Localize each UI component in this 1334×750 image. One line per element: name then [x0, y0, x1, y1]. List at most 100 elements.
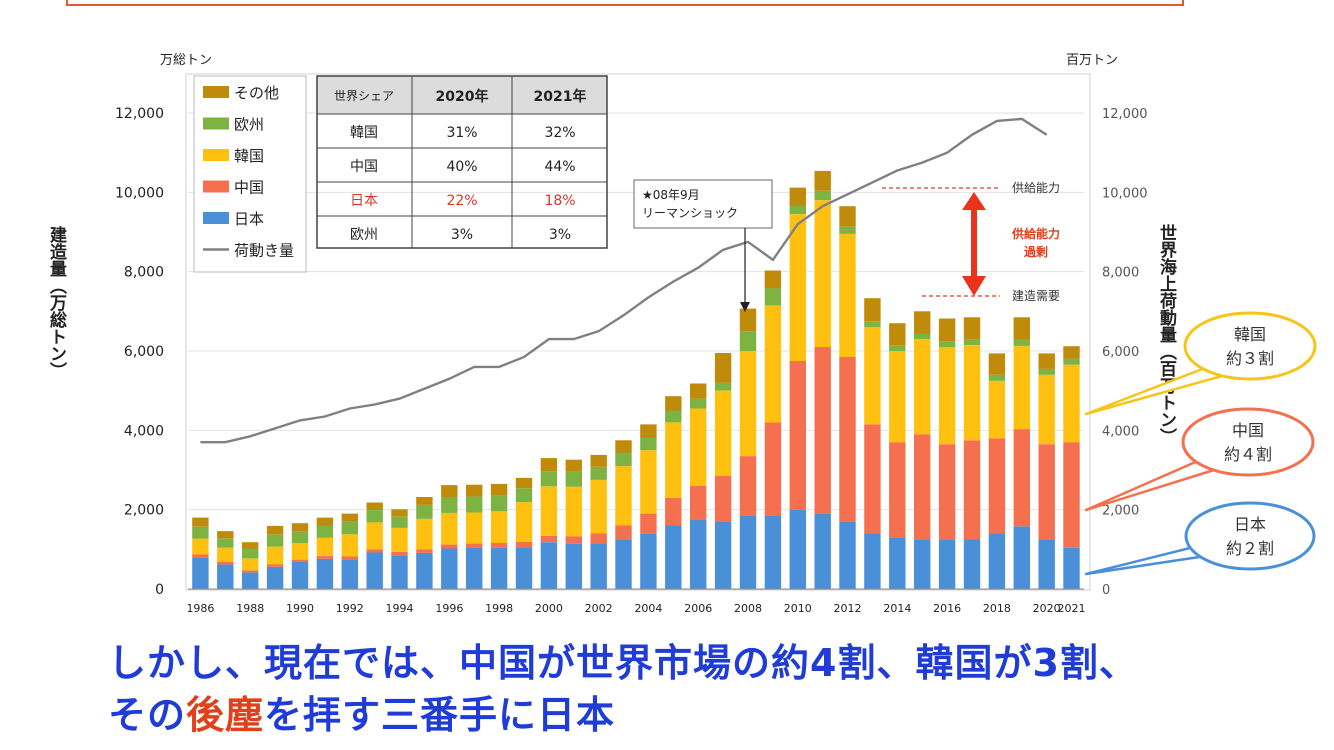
bar-segment: [988, 438, 1006, 534]
y-tick-label-right: 0: [1102, 583, 1110, 598]
callout-korea-1: 韓国: [1234, 325, 1266, 344]
bar-segment: [914, 311, 931, 334]
bar-segment: [192, 517, 209, 527]
y-tick-label-right: 2,000: [1102, 504, 1139, 519]
bar-segment: [839, 234, 856, 357]
bar-segment: [789, 205, 806, 215]
y-tick-label-right: 10,000: [1102, 186, 1148, 201]
y-tick-label-left: 6,000: [124, 344, 164, 360]
bar-segment: [490, 495, 508, 512]
up-arrow-icon: [962, 192, 986, 210]
bar-segment: [391, 555, 408, 589]
y-tick-label-left: 2,000: [124, 503, 164, 519]
table-header-2020: 2020年: [436, 88, 489, 105]
overcapacity-label-2: 過剰: [1023, 244, 1048, 259]
x-tick-label: 1998: [485, 602, 513, 615]
bar-segment: [192, 554, 209, 558]
y-tick-label-left: 0: [155, 582, 164, 598]
x-tick-label: 2002: [585, 602, 613, 615]
bar-segment: [988, 380, 1006, 439]
bar-segment: [938, 347, 956, 445]
bar-segment: [864, 533, 881, 589]
bar-segment: [242, 558, 259, 571]
table-cell-japan-2020: 22%: [446, 193, 477, 209]
bar-segment: [665, 396, 682, 411]
x-tick-label: 1992: [336, 602, 364, 615]
legend-swatch: [203, 149, 229, 161]
bar-segment: [864, 327, 881, 425]
bar-segment: [540, 542, 558, 589]
bar-segment: [690, 408, 707, 486]
bar-segment: [416, 497, 433, 505]
lehman-annotation: ★08年9月 リーマンショック: [633, 179, 773, 312]
bar-segment: [565, 459, 582, 472]
bar-segment: [864, 298, 881, 322]
bar-segment: [316, 517, 334, 526]
bar-segment: [1038, 374, 1055, 445]
bar-segment: [266, 566, 284, 589]
bar-segment: [615, 539, 632, 589]
build-demand-label: 建造需要: [1012, 289, 1060, 303]
axes: 0 0 2,000 2,000 4,000 4,000 6,000 6,000 8,000 8,0…: [115, 106, 1148, 615]
bar-segment: [640, 424, 657, 438]
bar-segment: [938, 318, 956, 342]
bar-segment: [366, 522, 383, 550]
bar-segment: [565, 486, 582, 537]
bar-segment: [291, 531, 309, 543]
x-tick-label: 2012: [834, 602, 862, 615]
table-cell-korea-2021: 32%: [544, 125, 575, 141]
bar-segment: [391, 516, 408, 528]
bar-segment: [789, 214, 806, 361]
bar-segment: [640, 437, 657, 451]
x-tick-label: 1994: [386, 602, 414, 615]
callout-korea-2: 約３割: [1226, 349, 1274, 368]
bar-segment: [665, 525, 682, 589]
bar-segment: [739, 351, 757, 457]
bar-segment: [914, 539, 931, 589]
legend-label: その他: [234, 84, 279, 102]
right-axis-label: 世界海上荷動量（百万トン）: [1156, 224, 1178, 445]
caption-line-1: しかし、現在では、中国が世界市場の約4割、韓国が3割、: [108, 641, 1138, 685]
callout-china-2: 約４割: [1224, 445, 1272, 464]
y-tick-label-left: 10,000: [115, 185, 164, 201]
down-arrow-icon: [962, 276, 986, 296]
bar-segment: [416, 504, 433, 519]
bar-segment: [316, 558, 334, 589]
y-tick-label-right: 6,000: [1102, 345, 1139, 360]
right-axis-unit: 百万トン: [1066, 53, 1118, 68]
x-tick-label: 2021: [1058, 602, 1086, 615]
x-tick-label: 2008: [734, 602, 762, 615]
x-tick-label: 2014: [883, 602, 911, 615]
stacked-bars: [192, 170, 1080, 590]
bar-segment: [1038, 353, 1055, 369]
bar-segment: [988, 353, 1006, 375]
bar-segment: [466, 547, 483, 589]
bar-segment: [490, 547, 508, 589]
bar-segment: [565, 536, 582, 544]
bar-segment: [1013, 345, 1030, 430]
bar-segment: [291, 559, 309, 562]
bar-segment: [963, 317, 981, 340]
bar-segment: [814, 200, 831, 348]
top-frame-border: [66, 0, 1184, 6]
bar-segment: [590, 533, 607, 544]
bar-segment: [466, 496, 483, 513]
bar-segment: [690, 519, 707, 589]
share-table: 世界シェア 2020年 2021年 韓国 31% 32% 中国 40% 44% …: [316, 75, 608, 249]
table-header-share: 世界シェア: [334, 89, 394, 103]
bar-segment: [864, 424, 881, 534]
bar-segment: [615, 466, 632, 526]
bar-segment: [714, 475, 732, 522]
bar-segment: [590, 479, 607, 534]
bar-segment: [690, 398, 707, 409]
bar-segment: [441, 485, 458, 497]
shipbuilding-chart: 0 0 2,000 2,000 4,000 4,000 6,000 6,000 8,000 8,0…: [46, 53, 1317, 615]
bar-segment: [192, 538, 209, 555]
bar-segment: [1063, 346, 1080, 359]
bar-segment: [515, 477, 533, 489]
caption-line-2: その後塵を拝す三番手に日本: [108, 684, 615, 739]
bar-segment: [565, 471, 582, 487]
bar-segment: [714, 353, 732, 383]
left-axis-unit: 万総トン: [160, 53, 212, 68]
